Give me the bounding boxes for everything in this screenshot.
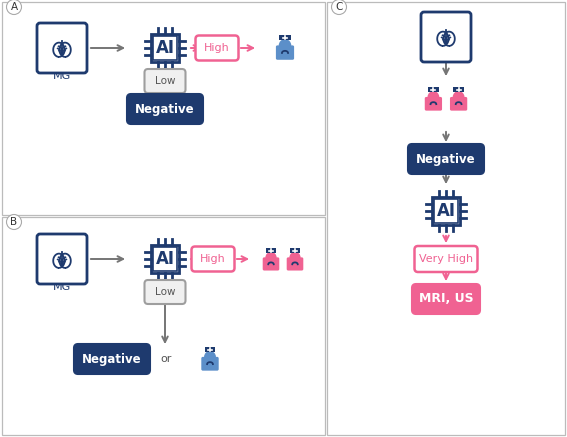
Bar — [2, 217, 325, 435]
FancyBboxPatch shape — [421, 12, 471, 62]
FancyBboxPatch shape — [205, 347, 215, 352]
Text: MG: MG — [53, 71, 71, 81]
FancyBboxPatch shape — [290, 249, 300, 253]
FancyBboxPatch shape — [37, 23, 87, 73]
FancyBboxPatch shape — [434, 198, 458, 223]
Circle shape — [204, 351, 216, 363]
Text: Very High: Very High — [419, 254, 473, 264]
Text: or: or — [160, 354, 172, 364]
Text: Low: Low — [155, 287, 175, 297]
FancyBboxPatch shape — [425, 97, 442, 111]
FancyBboxPatch shape — [263, 257, 280, 271]
Text: AI: AI — [155, 250, 175, 268]
Circle shape — [428, 91, 439, 103]
FancyBboxPatch shape — [145, 280, 185, 304]
FancyBboxPatch shape — [153, 246, 177, 271]
FancyBboxPatch shape — [74, 344, 150, 374]
Text: High: High — [200, 254, 226, 264]
Text: High: High — [204, 43, 230, 53]
FancyBboxPatch shape — [408, 144, 484, 174]
FancyBboxPatch shape — [453, 87, 464, 92]
Text: Negative: Negative — [82, 353, 142, 365]
Text: AI: AI — [437, 202, 455, 220]
FancyBboxPatch shape — [127, 94, 203, 124]
FancyBboxPatch shape — [412, 284, 480, 314]
FancyBboxPatch shape — [201, 357, 219, 371]
FancyBboxPatch shape — [151, 34, 179, 62]
Circle shape — [6, 215, 22, 229]
FancyBboxPatch shape — [196, 35, 239, 60]
Text: B: B — [10, 217, 18, 227]
FancyBboxPatch shape — [145, 69, 185, 93]
Circle shape — [452, 91, 464, 103]
Text: A: A — [10, 2, 18, 12]
FancyBboxPatch shape — [276, 45, 294, 60]
Circle shape — [289, 252, 301, 263]
Text: MG: MG — [53, 282, 71, 292]
Text: Negative: Negative — [135, 103, 195, 115]
FancyBboxPatch shape — [287, 257, 303, 271]
FancyBboxPatch shape — [450, 97, 467, 111]
Text: AI: AI — [155, 39, 175, 57]
Text: Low: Low — [155, 76, 175, 86]
FancyBboxPatch shape — [280, 35, 291, 40]
FancyBboxPatch shape — [428, 87, 439, 92]
FancyBboxPatch shape — [192, 246, 235, 271]
FancyBboxPatch shape — [153, 35, 177, 60]
FancyBboxPatch shape — [151, 245, 179, 274]
Text: Negative: Negative — [416, 153, 476, 166]
Bar — [327, 2, 565, 435]
FancyBboxPatch shape — [266, 249, 276, 253]
FancyBboxPatch shape — [37, 234, 87, 284]
Circle shape — [279, 39, 291, 52]
Text: MRI, US: MRI, US — [418, 292, 473, 305]
FancyBboxPatch shape — [414, 246, 477, 272]
Circle shape — [6, 0, 22, 14]
Circle shape — [332, 0, 346, 14]
Bar — [2, 2, 325, 215]
Circle shape — [265, 252, 277, 263]
FancyBboxPatch shape — [431, 197, 460, 225]
Text: C: C — [335, 2, 342, 12]
